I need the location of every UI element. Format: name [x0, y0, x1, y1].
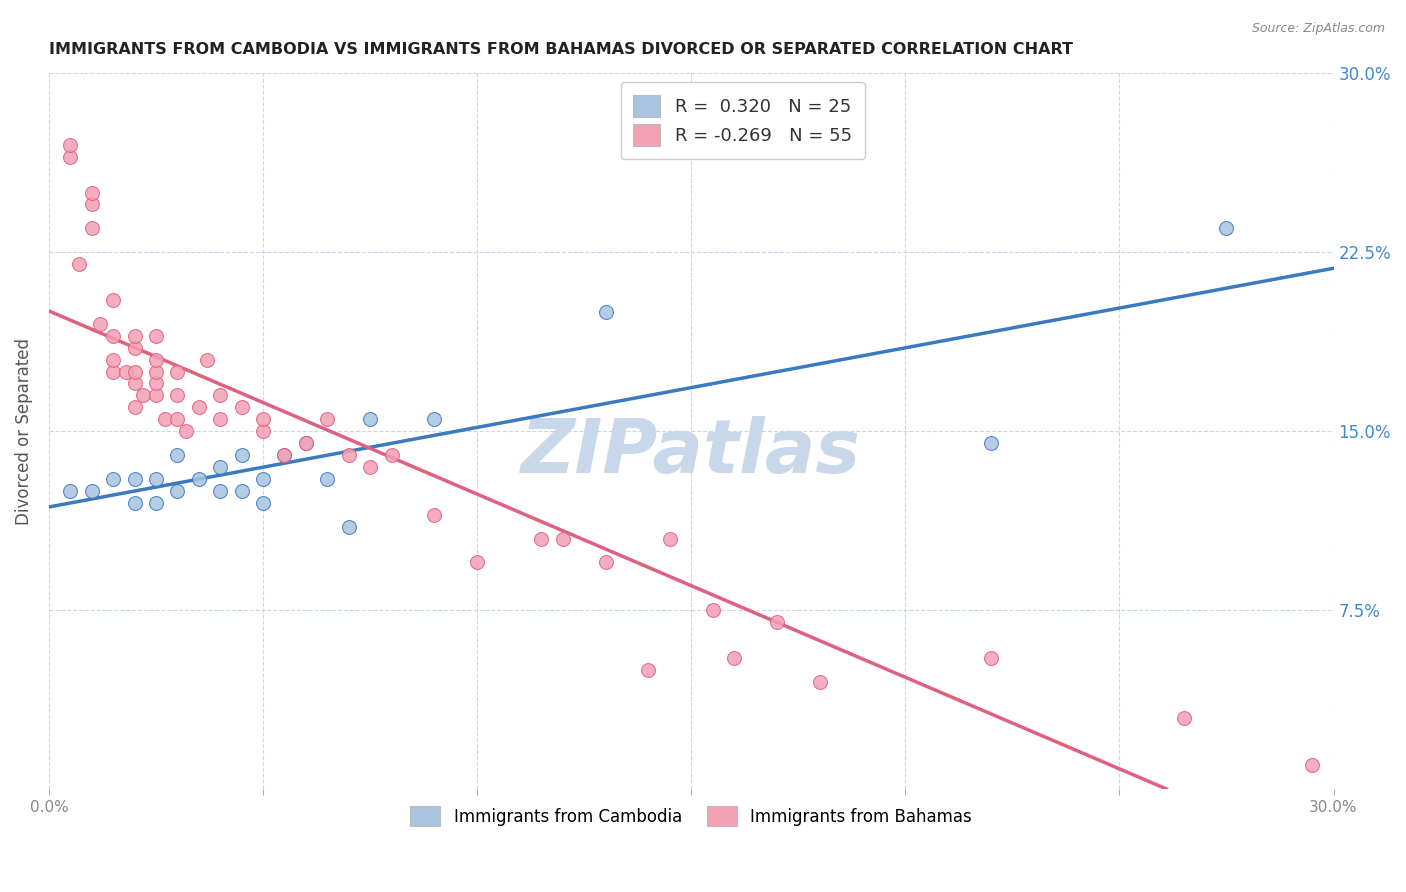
- Point: [551, 532, 574, 546]
- Point: [808, 674, 831, 689]
- Point: [124, 401, 146, 415]
- Point: [145, 388, 167, 402]
- Point: [209, 412, 232, 426]
- Point: [124, 376, 146, 391]
- Point: [166, 388, 188, 402]
- Point: [359, 460, 381, 475]
- Point: [1301, 758, 1323, 772]
- Point: [124, 365, 146, 379]
- Text: ZIPatlas: ZIPatlas: [522, 417, 862, 489]
- Point: [89, 317, 111, 331]
- Point: [295, 436, 318, 450]
- Text: Source: ZipAtlas.com: Source: ZipAtlas.com: [1251, 22, 1385, 36]
- Point: [273, 448, 295, 462]
- Point: [465, 556, 488, 570]
- Point: [80, 186, 103, 200]
- Point: [59, 150, 82, 164]
- Point: [723, 651, 745, 665]
- Point: [337, 448, 360, 462]
- Point: [1173, 711, 1195, 725]
- Point: [637, 663, 659, 677]
- Point: [252, 496, 274, 510]
- Point: [380, 448, 402, 462]
- Point: [209, 388, 232, 402]
- Point: [980, 436, 1002, 450]
- Point: [980, 651, 1002, 665]
- Point: [124, 496, 146, 510]
- Y-axis label: Divorced or Separated: Divorced or Separated: [15, 338, 32, 524]
- Point: [209, 460, 232, 475]
- Point: [595, 556, 617, 570]
- Point: [132, 388, 155, 402]
- Point: [80, 197, 103, 211]
- Point: [145, 365, 167, 379]
- Point: [174, 424, 197, 438]
- Point: [124, 472, 146, 486]
- Point: [166, 483, 188, 498]
- Point: [145, 496, 167, 510]
- Point: [423, 412, 446, 426]
- Point: [187, 401, 209, 415]
- Point: [231, 483, 253, 498]
- Point: [124, 328, 146, 343]
- Point: [59, 483, 82, 498]
- Point: [252, 424, 274, 438]
- Text: IMMIGRANTS FROM CAMBODIA VS IMMIGRANTS FROM BAHAMAS DIVORCED OR SEPARATED CORREL: IMMIGRANTS FROM CAMBODIA VS IMMIGRANTS F…: [49, 42, 1073, 57]
- Point: [145, 376, 167, 391]
- Point: [145, 328, 167, 343]
- Point: [115, 365, 138, 379]
- Legend: Immigrants from Cambodia, Immigrants from Bahamas: Immigrants from Cambodia, Immigrants fro…: [402, 797, 980, 835]
- Point: [80, 483, 103, 498]
- Point: [359, 412, 381, 426]
- Point: [59, 137, 82, 152]
- Point: [103, 293, 125, 307]
- Point: [145, 352, 167, 367]
- Point: [145, 472, 167, 486]
- Point: [337, 519, 360, 533]
- Point: [316, 472, 339, 486]
- Point: [166, 365, 188, 379]
- Point: [1215, 221, 1237, 235]
- Point: [166, 448, 188, 462]
- Point: [273, 448, 295, 462]
- Point: [153, 412, 176, 426]
- Point: [702, 603, 724, 617]
- Point: [103, 352, 125, 367]
- Point: [295, 436, 318, 450]
- Point: [766, 615, 789, 629]
- Point: [103, 328, 125, 343]
- Point: [423, 508, 446, 522]
- Point: [316, 412, 339, 426]
- Point: [252, 472, 274, 486]
- Point: [187, 472, 209, 486]
- Point: [103, 472, 125, 486]
- Point: [166, 412, 188, 426]
- Point: [80, 221, 103, 235]
- Point: [252, 412, 274, 426]
- Point: [658, 532, 681, 546]
- Point: [197, 352, 219, 367]
- Point: [231, 448, 253, 462]
- Point: [530, 532, 553, 546]
- Point: [595, 305, 617, 319]
- Point: [209, 483, 232, 498]
- Point: [231, 401, 253, 415]
- Point: [67, 257, 90, 271]
- Point: [124, 341, 146, 355]
- Point: [103, 365, 125, 379]
